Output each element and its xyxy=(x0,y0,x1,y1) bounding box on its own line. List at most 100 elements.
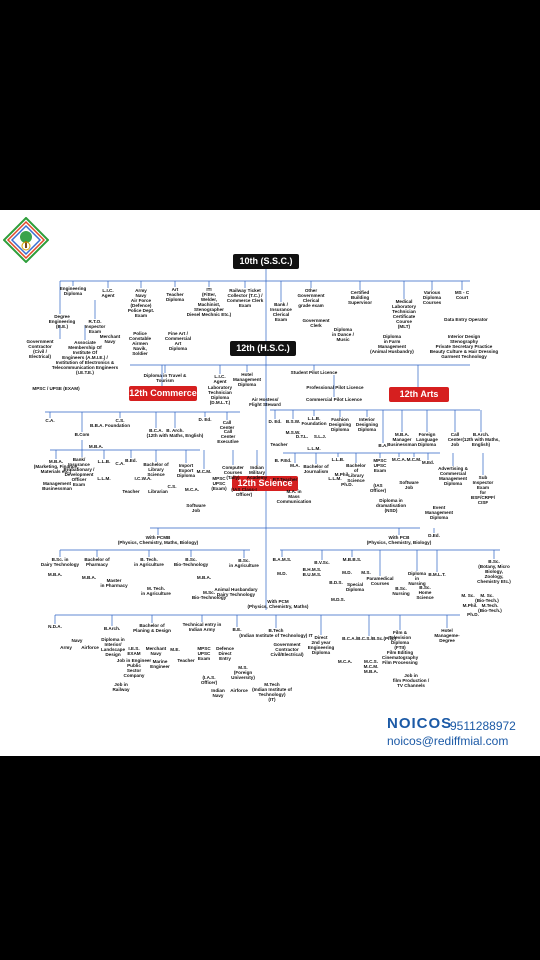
node-dtl: D.T.L. xyxy=(295,434,309,439)
node-software1: Software Job xyxy=(186,503,206,513)
node-ded2: D. Ed. xyxy=(268,419,282,424)
node-subinsp: Sub Inspector Exam for BSF/CRPF/ CISF xyxy=(470,475,496,505)
node-med-lab: Medical Laboratory Technician Certificat… xyxy=(392,299,416,329)
node-bca1: B.C.A. xyxy=(149,428,163,433)
header-12th-hsc: 12th (H.S.C.) xyxy=(230,341,296,356)
node-mphil2: M.Phil. xyxy=(462,603,478,608)
node-bsc-agri: B.Sc. in Agriculture xyxy=(229,558,259,568)
node-bsc-nurs: B.Sc. Nursing xyxy=(392,586,410,596)
node-ms1: M.S. xyxy=(361,570,371,575)
node-pcb: With PCB (Physics, Chemistry, Biology) xyxy=(366,535,432,545)
node-ca2: C.A. xyxy=(115,461,125,466)
node-hotel: Hotel Management Diploma xyxy=(232,372,262,387)
node-mpharm: Master in Pharmacy xyxy=(100,578,128,588)
node-teacher3: Teacher xyxy=(177,658,195,663)
node-paramed: Paramedical Courses xyxy=(366,576,394,586)
node-public-job: Job in Engineer Public Sector Company xyxy=(116,658,152,678)
career-chart-card: 10th (S.S.C.) 12th (H.S.C.) 12th Commerc… xyxy=(0,210,540,756)
node-cs2: C.S. xyxy=(167,484,177,489)
node-teacher1: Teacher xyxy=(122,489,140,494)
node-air-hostess: Air Hostess/ Flight Steward xyxy=(249,397,281,407)
connector-lines xyxy=(45,269,500,636)
node-gclerk: Government Clerk xyxy=(302,318,330,328)
node-software2: Software Job xyxy=(399,480,419,490)
node-merchant2: Merchant Navy xyxy=(145,646,167,656)
node-barch1: B. Arch. (12th with Maths, English) xyxy=(146,428,204,438)
node-mds: M.D.S. xyxy=(330,597,346,602)
node-phd2: Ph.D. xyxy=(467,612,479,617)
brand-email: noicos@rediffmial.com xyxy=(387,734,509,748)
node-me: M.E. xyxy=(170,647,180,652)
node-bvsc: B.V.Sc. xyxy=(314,560,330,565)
node-bhms: B.H.M.S. B.U.M.S. xyxy=(302,567,322,577)
node-associate: Associate Membership Of Institute Of Eng… xyxy=(51,340,119,375)
node-iti: ITI (Fitter, Welder, Machinist, Stenogra… xyxy=(186,287,232,317)
node-msc-b: M. Sc. (Bio-Tech.) xyxy=(475,593,499,603)
node-ca: C.A. xyxy=(45,418,55,423)
node-mba4: M.B.A. xyxy=(81,575,97,580)
node-journalism: Bachelor of Journalism xyxy=(303,464,329,474)
node-bped: B. P.Ed. xyxy=(274,458,292,463)
node-llb1: L.L.B. xyxy=(97,459,111,464)
node-interior2: Interior Designing Diploma xyxy=(355,417,379,432)
node-farm: Diploma in Farm Management (Animal Husba… xyxy=(370,334,414,354)
node-dmlt: Laboratory Technician Diploma (D.M.L.T.) xyxy=(208,385,232,405)
node-msc-bio: M.Sc. Bio-Technology xyxy=(191,590,227,600)
node-mcm: M.C.M. xyxy=(196,469,212,474)
node-bcom: B.Com xyxy=(74,432,90,437)
node-pilot2: Professional Pilot Licence xyxy=(306,385,364,390)
node-cs: C.S. xyxy=(115,418,125,423)
node-dance: Diploma in Dance / Music xyxy=(332,327,354,342)
node-nda: N.D.A. xyxy=(48,624,62,629)
node-bls: Bachelor of Library Science xyxy=(346,463,366,483)
node-mtech-bio: M.Tech. (Bio-Tech.) xyxy=(478,603,502,613)
node-pcmb: With PCMB (Physics, Chemistry, Maths, Bi… xyxy=(117,535,199,545)
node-army2: Army xyxy=(60,645,72,650)
node-special: Special Diploma xyxy=(345,582,365,592)
node-bank1: Bank / Insurance Clerical Exam xyxy=(270,302,292,322)
node-foreign: Foreign Language Diploma xyxy=(416,432,438,447)
header-12th-arts: 12th Arts xyxy=(389,387,449,402)
node-degree-eng: Degree Engineering (B.E.) xyxy=(48,314,76,329)
node-llm1: L.L.M. xyxy=(97,476,111,481)
node-ms-foreign: M.S. (Foreign University) xyxy=(231,665,255,680)
node-job-rail: Job in Railway xyxy=(112,682,130,692)
node-lic1: L.I.C. Agent xyxy=(101,288,115,298)
node-bsc-bio: B.Sc. Bio-Technology xyxy=(173,557,209,567)
header-10th-ssc: 10th (S.S.C.) xyxy=(233,254,299,269)
node-mpsc1: MPSC / UPSE (EXAM) xyxy=(32,386,80,391)
header-12th-science: 12th Science xyxy=(232,476,298,491)
node-mphil: M.Phil. xyxy=(334,472,350,477)
node-barch2: B.Arch. (12th with Maths, English) xyxy=(462,432,500,447)
node-icwa: I.C.W.A. xyxy=(134,476,152,481)
node-pt: P.T.Teacher xyxy=(272,477,298,482)
node-mca2: M.C.A. xyxy=(391,457,407,462)
node-film: Film & Television Diploma (FTII) Film Ed… xyxy=(381,630,419,665)
node-govt: Other Government Clerical grade exam xyxy=(297,288,325,308)
node-airforce2: Airforce xyxy=(230,688,248,693)
node-mpsc4: MPSC UPSC Exam xyxy=(197,646,211,661)
node-nursing: Diploma in Nursing xyxy=(407,571,427,586)
node-librarian: Librarian xyxy=(148,489,168,494)
node-ded3: D.Ed. xyxy=(428,533,440,538)
node-mtech-agri: M. Tech. in Agriculture xyxy=(141,586,171,596)
node-hotel2: Hotel Manageme- Degree xyxy=(434,628,460,643)
node-btech: B.Tech (Indian Institute of Technology) … xyxy=(239,628,313,638)
node-bplan: Bachelor of Planing & Design xyxy=(133,623,171,633)
node-slj: S.L.J. xyxy=(313,434,327,439)
node-airforce1: Airforce xyxy=(81,645,99,650)
node-mgmt: Management Businessman xyxy=(42,481,72,491)
node-bba: B.B.A. Foundation xyxy=(89,423,131,428)
node-ma1: M.A. xyxy=(290,463,300,468)
node-computer: Computer Courses (Tally) xyxy=(222,465,244,480)
node-army-tech: Technical entry in Indian Army xyxy=(182,622,222,632)
node-indian-navy: Indian Navy xyxy=(211,688,225,698)
node-ba: B.A. xyxy=(378,443,388,448)
node-llb2: L.L.B. Foundation xyxy=(301,416,327,426)
node-mcm2: M.C.M. xyxy=(406,457,422,462)
node-pilot3: Commercial Pilot Licence xyxy=(306,397,362,402)
node-mpsc2: MPSC UPSC (Exam) xyxy=(211,476,227,491)
node-mcs: M.C.S. M.C.M. M.B.A. xyxy=(363,659,379,674)
node-md2: M.D. xyxy=(342,570,352,575)
node-mpsc3: MPSC UPSC Exam xyxy=(373,458,387,473)
